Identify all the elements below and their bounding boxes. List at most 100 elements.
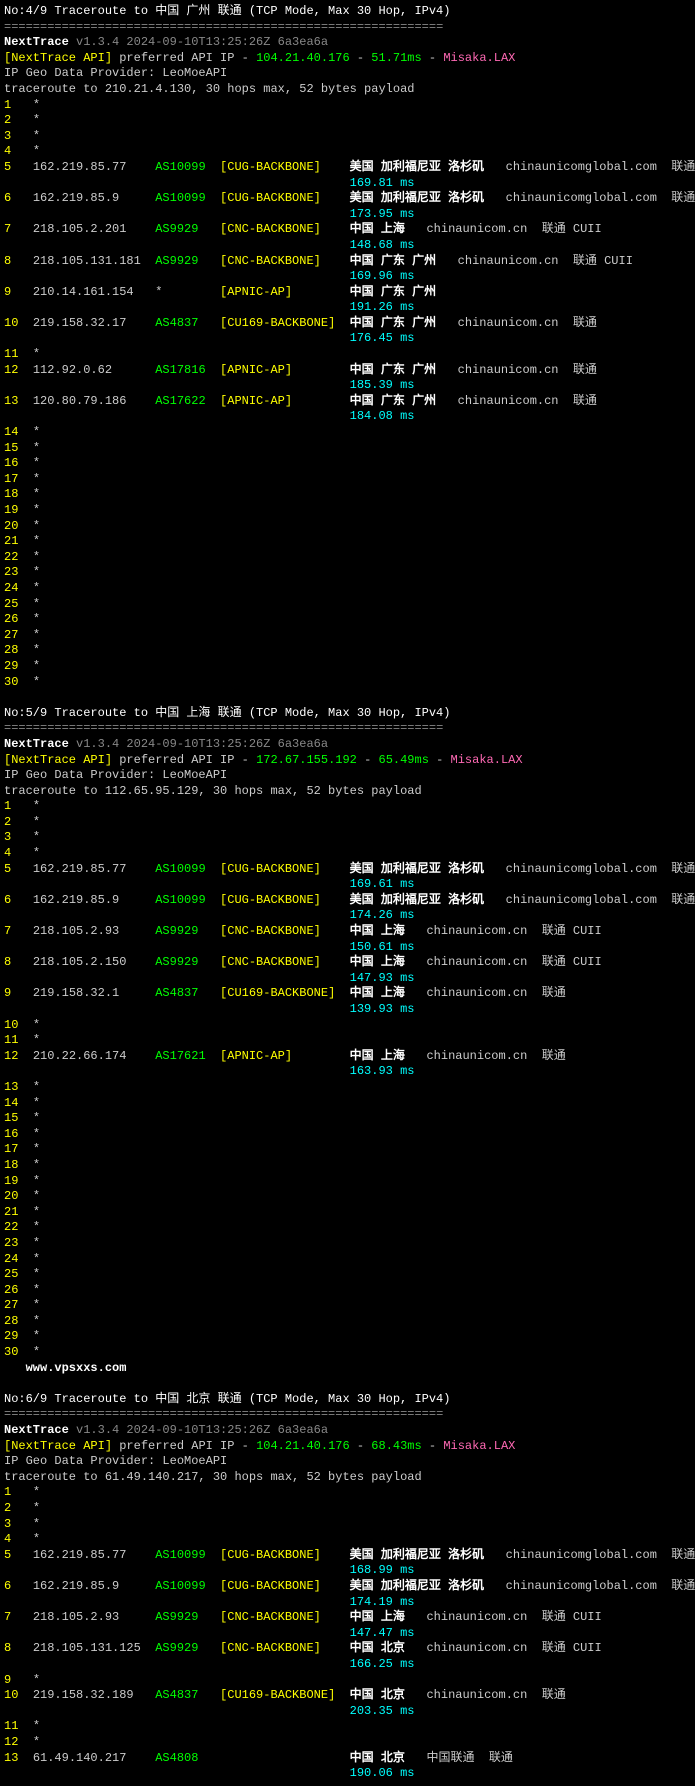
hop-row: 14 *: [4, 425, 691, 441]
hop-star: *: [33, 1532, 40, 1546]
hop-isp: 联通 CUII: [559, 254, 633, 268]
hop-latency-row: 168.99 ms: [4, 1563, 691, 1579]
hop-net: [CU169-BACKBONE]: [220, 1688, 350, 1702]
hop-star: *: [33, 1205, 40, 1219]
hop-row: 12 210.22.66.174 AS17621 [APNIC-AP] 中国 上…: [4, 1049, 691, 1065]
hop-latency: 174.19 ms: [350, 1595, 415, 1609]
hop-star: *: [33, 1220, 40, 1234]
hop-row: 19 *: [4, 1174, 691, 1190]
hop-star: *: [33, 1329, 40, 1343]
app-name: NextTrace: [4, 1423, 69, 1437]
hop-star: *: [33, 519, 40, 533]
hop-ip: 162.219.85.9: [33, 191, 155, 205]
hop-latency-row: 166.25 ms: [4, 1657, 691, 1673]
divider: ========================================…: [4, 721, 691, 737]
hop-host: chinaunicomglobal.com: [484, 1548, 657, 1562]
hop-host: chinaunicom.cn: [436, 316, 558, 330]
hop-net: [CU169-BACKBONE]: [220, 986, 350, 1000]
api-location: Misaka.LAX: [451, 753, 523, 767]
hop-number: 24: [4, 581, 33, 595]
hop-isp: 联通: [527, 986, 565, 1000]
hop-ip: 162.219.85.77: [33, 862, 155, 876]
hop-latency-row: 176.45 ms: [4, 331, 691, 347]
hop-row: 9 *: [4, 1673, 691, 1689]
hop-row: 15 *: [4, 441, 691, 457]
hop-row: 11 *: [4, 347, 691, 363]
hop-ip: 210.14.161.154: [33, 285, 155, 299]
hop-row: 7 218.105.2.93 AS9929 [CNC-BACKBONE] 中国 …: [4, 924, 691, 940]
api-text: preferred API IP -: [112, 753, 256, 767]
hop-row: 13 61.49.140.217 AS4808 中国 北京 中国联通 联通: [4, 1751, 691, 1767]
hop-row: 11 *: [4, 1033, 691, 1049]
spacer: [4, 690, 691, 706]
hop-isp: 联通: [559, 316, 597, 330]
api-latency: 51.71ms: [371, 51, 421, 65]
hop-number: 28: [4, 643, 33, 657]
hop-row: 7 218.105.2.201 AS9929 [CNC-BACKBONE] 中国…: [4, 222, 691, 238]
hop-latency-row: 203.35 ms: [4, 1704, 691, 1720]
api-sep2: -: [422, 51, 444, 65]
hop-row: 17 *: [4, 1142, 691, 1158]
hop-row: 8 218.105.131.181 AS9929 [CNC-BACKBONE] …: [4, 254, 691, 270]
hop-ip: 218.105.2.93: [33, 1610, 155, 1624]
api-line: [NextTrace API] preferred API IP - 172.6…: [4, 753, 691, 769]
api-prefix: [NextTrace API]: [4, 1439, 112, 1453]
hop-latency-row: 174.19 ms: [4, 1595, 691, 1611]
hop-latency-row: 169.61 ms: [4, 877, 691, 893]
hop-net: [CNC-BACKBONE]: [220, 222, 350, 236]
api-location: Misaka.LAX: [443, 51, 515, 65]
hop-as: AS4837: [155, 1688, 220, 1702]
hop-location: 中国 北京: [350, 1641, 405, 1655]
hop-number: 23: [4, 565, 33, 579]
provider-line: IP Geo Data Provider: LeoMoeAPI: [4, 768, 691, 784]
hop-row: 25 *: [4, 597, 691, 613]
hop-number: 19: [4, 1174, 33, 1188]
hop-latency: 191.26 ms: [350, 300, 415, 314]
hop-row: 19 *: [4, 503, 691, 519]
hop-ip: 162.219.85.9: [33, 893, 155, 907]
hop-number: 6: [4, 1579, 33, 1593]
hop-number: 5: [4, 1548, 33, 1562]
api-prefix: [NextTrace API]: [4, 51, 112, 65]
hop-number: 2: [4, 815, 33, 829]
hop-location: 美国 加利福尼亚 洛杉矶: [350, 1579, 484, 1593]
hop-row: 27 *: [4, 628, 691, 644]
hop-ip: 219.158.32.1: [33, 986, 155, 1000]
hop-row: 16 *: [4, 1127, 691, 1143]
hop-row: 1 *: [4, 98, 691, 114]
hop-star: *: [33, 1735, 40, 1749]
hop-ip: 112.92.0.62: [33, 363, 155, 377]
hop-net: [CNC-BACKBONE]: [220, 1610, 350, 1624]
hop-number: 13: [4, 394, 33, 408]
hop-star: *: [33, 1298, 40, 1312]
hop-star: *: [33, 1236, 40, 1250]
divider: ========================================…: [4, 1407, 691, 1423]
hop-isp: 联通 CUII: [527, 1641, 601, 1655]
hop-star: *: [33, 347, 40, 361]
hop-row: 6 162.219.85.9 AS10099 [CUG-BACKBONE] 美国…: [4, 893, 691, 909]
hop-as: AS10099: [155, 1548, 220, 1562]
hop-row: 23 *: [4, 565, 691, 581]
hop-latency: 174.26 ms: [350, 908, 415, 922]
hop-row: 7 218.105.2.93 AS9929 [CNC-BACKBONE] 中国 …: [4, 1610, 691, 1626]
hop-row: 20 *: [4, 519, 691, 535]
hop-number: 5: [4, 862, 33, 876]
hop-row: 10 219.158.32.189 AS4837 [CU169-BACKBONE…: [4, 1688, 691, 1704]
hop-location: 中国 上海: [350, 986, 405, 1000]
hop-star: *: [33, 1096, 40, 1110]
hop-row: 28 *: [4, 1314, 691, 1330]
api-text: preferred API IP -: [112, 1439, 256, 1453]
hop-number: 8: [4, 254, 33, 268]
hop-row: 14 *: [4, 1096, 691, 1112]
hop-row: 20 *: [4, 1189, 691, 1205]
hop-as: AS10099: [155, 160, 220, 174]
hop-isp: 联通: [657, 1579, 695, 1593]
hop-star: *: [33, 1267, 40, 1281]
hop-ip: 162.219.85.9: [33, 1579, 155, 1593]
hop-host: chinaunicom.cn: [405, 1610, 527, 1624]
hop-star: *: [33, 1485, 40, 1499]
hop-latency: 147.93 ms: [350, 971, 415, 985]
hop-isp: 联通: [657, 862, 695, 876]
hop-row: 23 *: [4, 1236, 691, 1252]
hop-row: 24 *: [4, 1252, 691, 1268]
